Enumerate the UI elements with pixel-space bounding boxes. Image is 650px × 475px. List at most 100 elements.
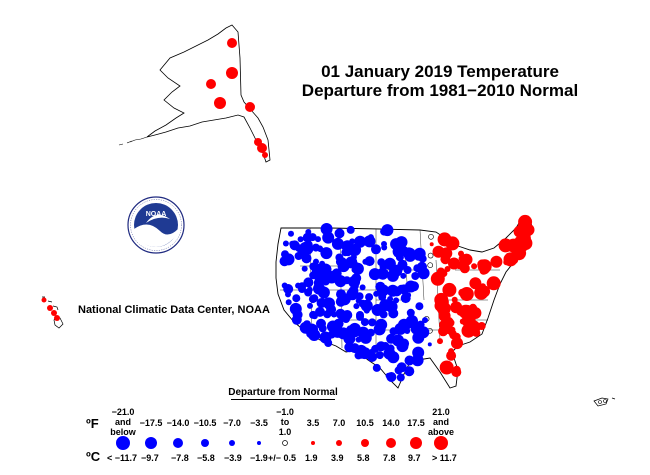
station-marker — [448, 348, 455, 355]
legend-celsius-label: −3.9 — [224, 453, 242, 463]
station-marker — [349, 238, 356, 245]
legend-fahrenheit-label: 7.0 — [319, 418, 359, 428]
legend-fahrenheit-label: −21.0 and below — [103, 407, 143, 437]
station-marker — [292, 294, 301, 303]
station-marker — [376, 267, 389, 280]
station-marker — [301, 265, 308, 272]
legend-celsius-label: 7.8 — [383, 453, 396, 463]
station-marker — [393, 297, 400, 304]
station-marker — [396, 373, 405, 382]
station-marker — [413, 264, 422, 273]
legend-fahrenheit-line: 1.0 — [278, 427, 292, 437]
station-marker — [406, 308, 415, 317]
legend-fahrenheit-label: −14.0 — [158, 418, 198, 428]
legend-celsius-label: 5.8 — [357, 453, 370, 463]
station-marker — [356, 312, 364, 321]
station-marker — [334, 275, 347, 288]
station-marker — [292, 309, 303, 320]
station-marker — [446, 350, 457, 361]
legend-fahrenheit-line: above — [427, 427, 454, 437]
station-marker — [308, 233, 317, 242]
station-marker — [471, 263, 478, 270]
station-marker — [386, 372, 397, 382]
station-marker — [303, 277, 314, 288]
station-marker — [299, 241, 312, 254]
legend-fahrenheit-line: −3.5 — [250, 418, 268, 428]
legend-fahrenheit-line: 17.5 — [407, 418, 425, 428]
station-marker — [367, 352, 378, 362]
alaska-region — [118, 24, 271, 163]
station-marker — [598, 400, 602, 404]
station-marker — [449, 326, 456, 333]
station-marker — [395, 264, 404, 273]
station-marker — [320, 247, 333, 260]
station-marker — [51, 310, 57, 316]
legend-fahrenheit-line: 14.0 — [382, 418, 400, 428]
station-marker — [477, 322, 486, 330]
legend-symbol — [410, 437, 422, 449]
legend-fahrenheit-label: 14.0 — [371, 418, 411, 428]
station-marker — [257, 143, 267, 153]
station-marker — [486, 276, 501, 291]
station-marker — [412, 331, 425, 344]
station-marker — [415, 302, 424, 311]
station-marker — [334, 228, 345, 239]
station-marker — [517, 220, 532, 235]
station-marker — [429, 242, 434, 247]
legend-symbol — [282, 440, 288, 446]
station-marker — [430, 271, 445, 286]
station-markers — [279, 214, 535, 382]
station-marker — [428, 234, 434, 240]
station-marker — [363, 307, 370, 314]
station-marker — [345, 256, 358, 269]
station-marker — [388, 308, 399, 319]
station-marker — [386, 269, 399, 282]
legend-title-rule — [231, 399, 335, 400]
legend-fahrenheit-label: −3.5 — [239, 418, 279, 428]
station-marker — [446, 318, 455, 327]
legend-celsius-label: 1.9 — [305, 453, 318, 463]
station-marker — [411, 272, 420, 280]
station-marker — [461, 323, 476, 338]
station-marker — [227, 38, 237, 48]
station-marker — [362, 350, 368, 357]
station-marker — [226, 67, 238, 79]
station-marker — [434, 292, 449, 307]
station-marker — [396, 340, 409, 353]
legend-fahrenheit-line: −7.0 — [223, 418, 241, 428]
station-marker — [315, 306, 325, 317]
legend-symbol — [336, 440, 342, 446]
station-marker — [262, 152, 268, 158]
legend-fahrenheit-line: 7.0 — [332, 418, 346, 428]
station-marker — [381, 244, 388, 251]
legend-fahrenheit-line: −10.5 — [193, 418, 217, 428]
station-marker — [404, 355, 415, 366]
station-marker — [479, 266, 488, 275]
station-marker — [308, 295, 317, 304]
station-marker — [371, 304, 384, 316]
station-marker — [359, 284, 366, 291]
legend-celsius-label: 9.7 — [408, 453, 421, 463]
station-marker — [282, 240, 289, 247]
station-marker — [331, 237, 344, 250]
station-marker — [410, 322, 423, 335]
station-marker — [355, 297, 362, 304]
station-marker — [362, 258, 369, 265]
station-marker — [283, 284, 294, 294]
station-marker — [54, 315, 60, 321]
legend-fahrenheit-line: and — [432, 417, 449, 427]
station-marker — [378, 320, 387, 329]
station-marker — [366, 328, 375, 337]
station-marker — [316, 245, 323, 252]
station-marker — [337, 256, 343, 263]
station-marker — [442, 282, 457, 297]
station-marker — [400, 272, 407, 279]
station-marker — [460, 253, 473, 266]
station-marker — [375, 351, 384, 360]
legend-celsius-label: −7.8 — [171, 453, 189, 463]
legend-symbol — [434, 436, 448, 450]
legend-celsius-label: −9.7 — [141, 453, 159, 463]
legend-fahrenheit-line: and — [114, 417, 131, 427]
station-marker — [282, 253, 295, 266]
station-marker — [458, 250, 464, 257]
